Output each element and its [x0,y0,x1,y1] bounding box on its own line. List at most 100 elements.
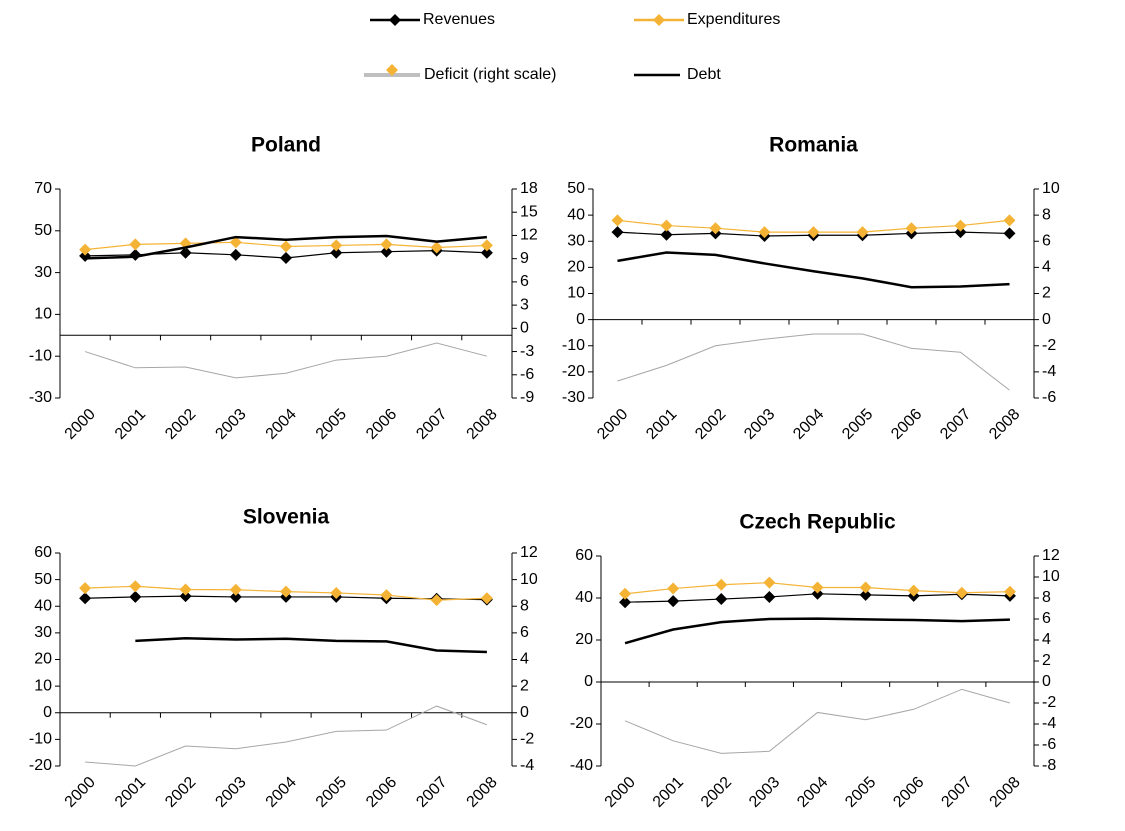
marker [907,584,920,597]
x-tick-label: 2006 [363,774,400,811]
y-tick-label: 20 [575,631,593,648]
x-tick-label: 2006 [890,774,927,811]
x-tick-label: 2003 [212,406,249,443]
marker [380,589,393,602]
y2-tick-label: 4 [1042,631,1051,648]
x-tick-label: 2001 [650,774,687,811]
x-tick-label: 2005 [839,406,876,443]
x-tick-label: 2008 [464,774,501,811]
series-line [84,342,488,379]
legend-swatch [389,14,401,26]
chart-title: Romania [769,134,858,157]
y2-tick-label: -6 [520,366,534,383]
marker [380,245,393,258]
y2-tick-label: 10 [1042,568,1060,585]
y2-tick-label: -8 [1042,757,1056,774]
marker [856,226,869,239]
x-tick-label: 2000 [594,406,631,443]
series-line [617,251,1010,289]
marker [667,582,680,595]
y2-tick-label: 4 [520,651,529,668]
x-tick-label: 2008 [987,774,1024,811]
y2-tick-label: 6 [1042,232,1051,249]
y2-tick-label: 2 [1042,285,1051,302]
legend-label: Revenues [423,11,495,28]
y-tick-label: 30 [34,264,52,281]
series-line [135,636,487,654]
marker [179,583,192,596]
marker [660,219,673,232]
y2-tick-label: 6 [1042,610,1051,627]
x-tick-label: 2001 [112,774,149,811]
y-tick-label: -10 [29,347,52,364]
marker [229,590,242,603]
y2-tick-label: 8 [520,597,529,614]
y2-tick-label: -6 [1042,736,1056,753]
y2-tick-label: 12 [520,544,538,561]
x-tick-label: 2002 [162,406,199,443]
marker [1003,585,1016,598]
marker [330,239,343,252]
y2-tick-label: -4 [520,757,534,774]
marker [709,222,722,235]
marker [229,583,242,596]
y2-tick-label: 10 [520,571,538,588]
y2-tick-label: 0 [520,704,529,721]
y2-tick-label: 15 [520,203,538,220]
marker [1003,214,1016,227]
marker [480,592,493,605]
marker [380,238,393,251]
y2-tick-label: -2 [520,731,534,748]
y-tick-label: 10 [34,306,52,323]
x-tick-label: 2000 [602,774,639,811]
marker [955,586,968,599]
y2-tick-label: 0 [520,320,529,337]
y-tick-label: -20 [570,715,593,732]
marker [811,587,824,600]
y-tick-label: -40 [570,757,593,774]
y-tick-label: 0 [584,673,593,690]
series-line [624,617,1010,645]
y2-tick-label: 6 [520,273,529,290]
y2-tick-label: -4 [1042,363,1056,380]
x-tick-label: 2007 [937,406,974,443]
y2-tick-label: 12 [1042,547,1060,564]
marker [811,581,824,594]
y2-tick-label: 8 [1042,589,1051,606]
marker [179,590,192,603]
y-tick-label: 40 [34,597,52,614]
marker [758,226,771,239]
marker [715,578,728,591]
y2-tick-label: 6 [520,624,529,641]
x-tick-label: 2007 [938,774,975,811]
marker [715,593,728,606]
x-tick-label: 2004 [263,406,300,443]
y2-tick-label: 0 [1042,311,1051,328]
marker [330,246,343,259]
marker [480,239,493,252]
y-tick-label: -10 [562,337,585,354]
marker [430,241,443,254]
y2-tick-label: -2 [1042,337,1056,354]
marker [79,243,92,256]
marker [229,236,242,249]
series-line [624,688,1011,754]
x-tick-label: 2004 [263,774,300,811]
marker [954,219,967,232]
x-tick-label: 2007 [413,774,450,811]
marker [280,251,292,264]
y2-tick-label: -2 [1042,694,1056,711]
x-tick-label: 2008 [464,406,501,443]
marker [280,240,292,253]
series-line [85,705,488,767]
y-tick-label: 60 [34,544,52,561]
marker [660,228,673,241]
y2-tick-label: 12 [520,227,538,244]
x-tick-label: 2002 [692,406,729,443]
marker [129,238,142,251]
series-line [617,333,1010,391]
y-tick-label: 0 [576,311,585,328]
y2-tick-label: 3 [520,296,529,313]
chart-title: Poland [251,134,321,157]
